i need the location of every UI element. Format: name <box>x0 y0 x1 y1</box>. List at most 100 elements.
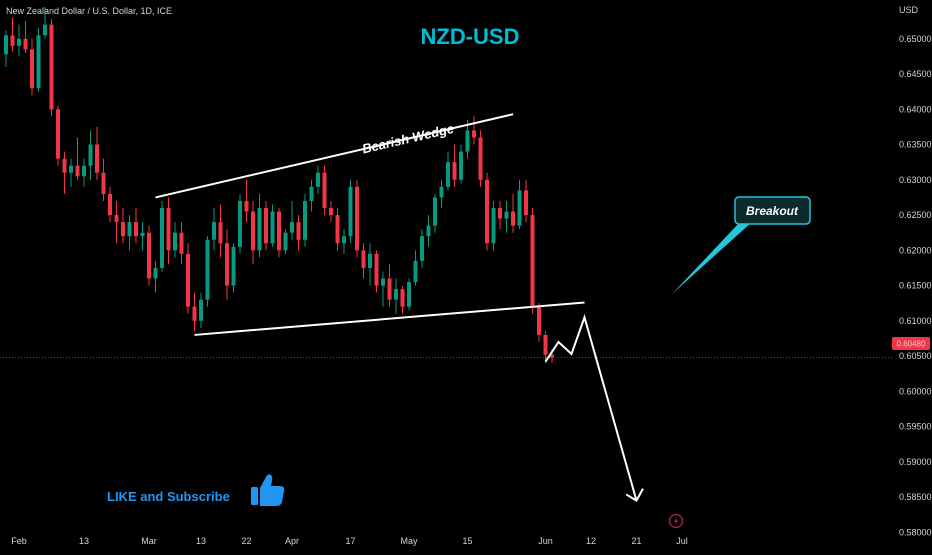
candle[interactable] <box>173 222 177 258</box>
candle[interactable] <box>459 144 463 184</box>
candle[interactable] <box>452 144 457 187</box>
candle[interactable] <box>348 179 353 244</box>
breakout-callout[interactable]: Breakout <box>734 196 811 225</box>
candle[interactable] <box>504 200 509 233</box>
y-tick-label: 0.65000 <box>899 34 932 44</box>
candle[interactable] <box>225 229 229 300</box>
candle[interactable] <box>472 116 476 145</box>
candle[interactable] <box>62 151 67 194</box>
candle[interactable] <box>368 243 372 286</box>
candle[interactable] <box>140 222 145 251</box>
candle[interactable] <box>381 271 385 307</box>
candle[interactable] <box>413 250 418 286</box>
candle[interactable] <box>270 204 275 247</box>
candle[interactable] <box>511 193 515 233</box>
candle[interactable] <box>166 197 171 265</box>
candle[interactable] <box>517 179 522 230</box>
candle[interactable] <box>420 229 424 268</box>
candle[interactable] <box>283 229 288 254</box>
candle[interactable] <box>114 200 119 244</box>
candle[interactable] <box>407 278 411 311</box>
candle[interactable] <box>69 158 73 187</box>
candle[interactable] <box>101 158 106 201</box>
candle[interactable] <box>491 200 496 251</box>
candle[interactable] <box>335 208 340 251</box>
candle[interactable] <box>153 260 158 293</box>
candle[interactable] <box>446 151 450 191</box>
cta-text[interactable]: LIKE and Subscribe <box>107 489 230 504</box>
candle[interactable] <box>23 21 28 53</box>
candle[interactable] <box>478 130 483 187</box>
candle[interactable] <box>251 200 255 265</box>
candle[interactable] <box>498 200 502 230</box>
candle[interactable] <box>95 126 99 180</box>
candle[interactable] <box>342 229 346 254</box>
candle[interactable] <box>244 179 249 223</box>
candle[interactable] <box>374 250 379 293</box>
candle[interactable] <box>296 215 301 251</box>
candle[interactable] <box>36 28 41 92</box>
candle[interactable] <box>17 24 21 57</box>
candle[interactable] <box>43 7 47 39</box>
candle[interactable] <box>394 278 398 314</box>
candle[interactable] <box>160 200 164 272</box>
candle[interactable] <box>218 204 223 258</box>
candle[interactable] <box>400 285 405 314</box>
candle[interactable] <box>205 236 210 307</box>
projection-arrow[interactable] <box>544 314 638 501</box>
candle[interactable] <box>231 243 236 293</box>
time-axis[interactable]: Feb 13 Mar 13 22 Apr 17 May 15 Jun 12 21 Jul <box>11 536 688 546</box>
candle[interactable] <box>186 243 190 314</box>
candle[interactable] <box>426 215 431 247</box>
candle-body <box>192 306 197 321</box>
candle[interactable] <box>485 172 489 251</box>
candle[interactable] <box>88 130 93 180</box>
candle[interactable] <box>439 179 444 209</box>
candle[interactable] <box>108 186 112 223</box>
candle[interactable] <box>316 165 320 194</box>
candle[interactable] <box>524 179 528 223</box>
candle-body <box>537 306 541 335</box>
candle[interactable] <box>433 193 437 233</box>
candle[interactable] <box>290 200 294 240</box>
lightning-icon[interactable] <box>668 513 684 529</box>
candle[interactable] <box>10 17 15 52</box>
candle[interactable] <box>192 292 197 332</box>
candle[interactable] <box>257 193 262 258</box>
candle[interactable] <box>238 193 242 254</box>
candle[interactable] <box>56 105 60 166</box>
candle[interactable] <box>543 331 548 364</box>
candle[interactable] <box>465 119 470 159</box>
candle[interactable] <box>30 38 34 96</box>
candle[interactable] <box>303 193 307 247</box>
candle[interactable] <box>212 208 216 251</box>
candle[interactable] <box>147 225 151 286</box>
candle[interactable] <box>179 222 184 265</box>
candle[interactable] <box>329 200 333 223</box>
wedge-upper-line[interactable] <box>155 113 514 199</box>
wedge-lower-line[interactable] <box>194 301 585 336</box>
candle[interactable] <box>361 243 366 279</box>
candle[interactable] <box>82 158 86 187</box>
candle[interactable] <box>4 30 8 67</box>
candle[interactable] <box>49 19 54 117</box>
candle[interactable] <box>355 179 359 258</box>
candle[interactable] <box>530 208 535 314</box>
candle[interactable] <box>75 137 80 180</box>
candle[interactable] <box>264 200 268 251</box>
candle[interactable] <box>322 165 327 216</box>
candle[interactable] <box>277 208 281 258</box>
candle[interactable] <box>134 208 138 244</box>
thumbs-up-icon[interactable] <box>251 474 285 506</box>
candle[interactable] <box>127 215 132 251</box>
candle-body <box>4 35 8 55</box>
candle[interactable] <box>387 264 392 307</box>
y-tick-label: 0.59500 <box>899 422 932 432</box>
candle[interactable] <box>121 208 125 244</box>
candle[interactable] <box>199 292 203 328</box>
candle[interactable] <box>537 303 541 342</box>
candle[interactable] <box>309 179 314 212</box>
price-axis[interactable]: 0.58000 0.58500 0.59000 0.59500 0.60000 0.605… <box>899 34 932 538</box>
